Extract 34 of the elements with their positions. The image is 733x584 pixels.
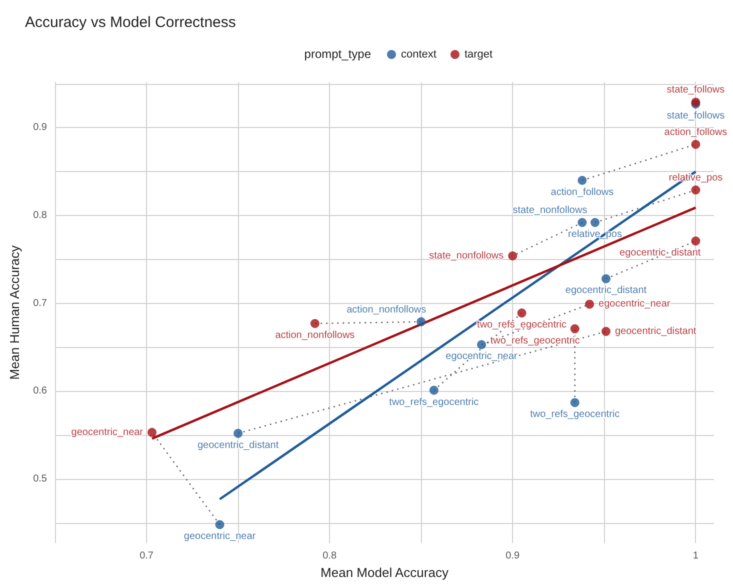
data-label: egocentric_distant [565,285,647,296]
data-label: two_refs_geocentric [530,409,620,420]
data-label: state_nonfollows [512,205,588,216]
data-label: action_nonfollows [346,304,426,316]
legend-title: prompt_type [304,47,372,61]
y-tick-label: 0.5 [33,473,48,484]
data-label: geocentric_distant [614,326,696,337]
y-axis-title: Mean Human Accuracy [7,244,22,380]
chart-title: Accuracy vs Model Correctness [25,14,236,31]
data-label: egocentric_distant [620,247,701,258]
x-tick-label: 0.9 [506,550,520,562]
legend-label: target [464,48,493,60]
data-label: action_follows [550,186,614,198]
data-label: geocentric_near [71,426,144,438]
data-label: state_nonfollows [429,250,504,262]
x-tick-label: 0.8 [322,550,337,562]
data-label: state_follows [666,84,725,96]
y-tick-label: 0.8 [33,210,48,221]
data-label: action_follows [664,126,728,138]
data-label: state_follows [666,110,725,122]
data-label: two_refs_egocentric [477,319,567,330]
legend-label: context [401,48,436,60]
data-label: two_refs_egocentric [389,396,479,408]
x-axis-title: Mean Model Accuracy [320,565,449,580]
data-label: egocentric_near [598,298,671,310]
x-tick-label: 1 [692,550,699,562]
y-tick-label: 0.7 [33,298,48,309]
data-label: geocentric_near [184,531,256,542]
x-tick-label: 0.7 [140,550,154,562]
y-tick-label: 0.6 [33,386,48,397]
y-tick-label: 0.9 [33,122,48,134]
data-label: geocentric_distant [197,440,279,451]
data-label: egocentric_near [446,351,518,362]
data-label: action_nonfollows [275,330,355,342]
